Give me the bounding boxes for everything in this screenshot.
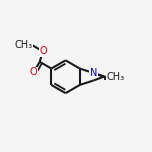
Text: CH₃: CH₃ <box>15 40 33 50</box>
Text: O: O <box>113 72 121 82</box>
Text: CH₃: CH₃ <box>106 72 124 82</box>
Text: O: O <box>30 67 37 78</box>
Text: N: N <box>90 68 97 78</box>
Text: O: O <box>39 46 47 56</box>
